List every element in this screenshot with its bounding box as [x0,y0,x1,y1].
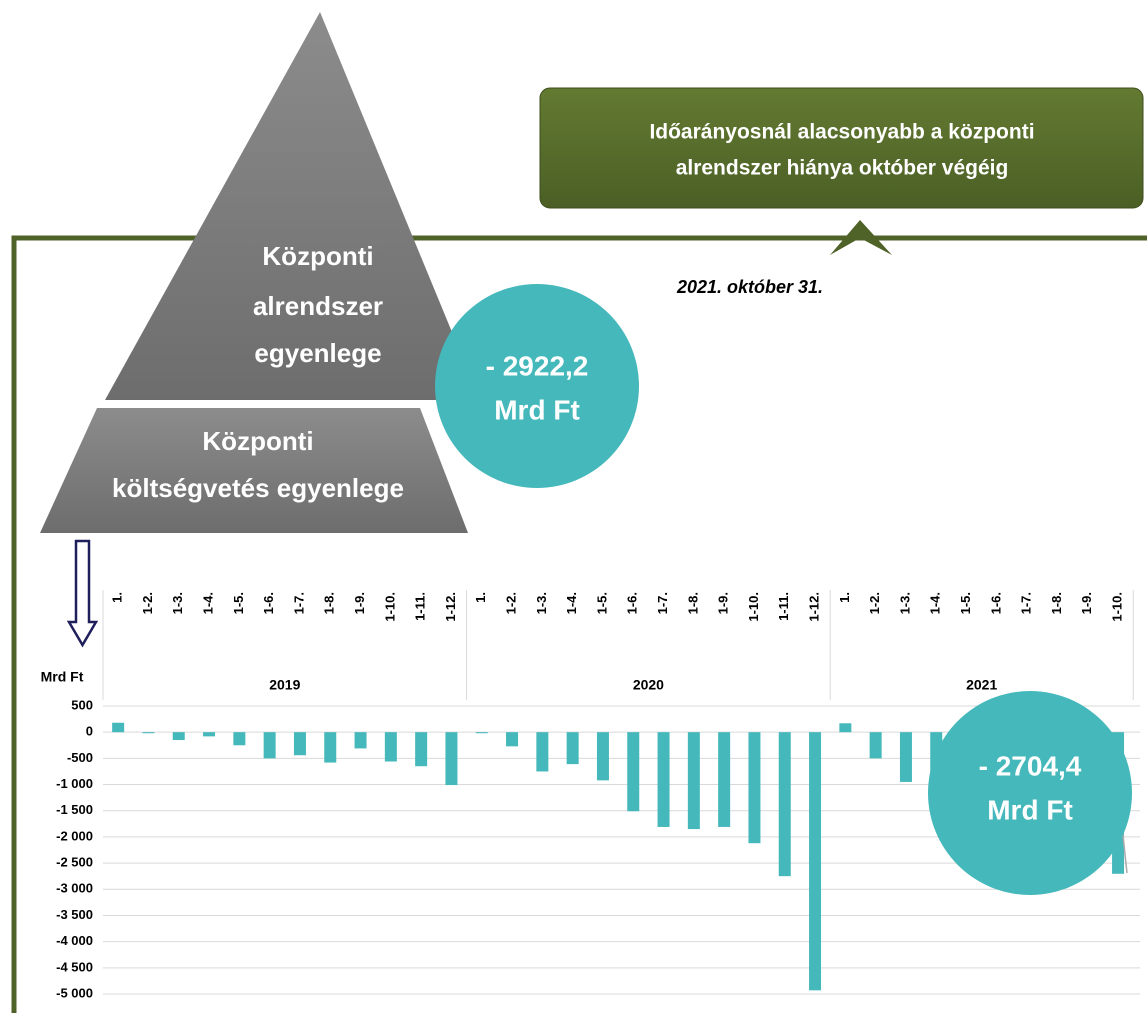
x-tick-label: 1-5. [594,592,609,614]
bar [596,732,609,781]
group-label: 2019 [269,677,300,693]
y-tick-label: -4 000 [56,933,93,948]
pyramid-text: alrendszer [253,291,383,321]
x-tick-label: 1-3. [534,592,549,614]
chevron [830,220,892,255]
headline: alrendszer hiánya október végéig [676,157,1009,180]
overlay: - 2704,4 Mrd Ft [928,691,1132,895]
bar [475,732,488,734]
bar [718,732,731,827]
x-tick-label: 1-3. [897,592,912,614]
x-tick-label: 1-6. [988,592,1003,614]
pyramid-text: Központi [262,241,373,271]
x-tick-label: 1-7. [1019,592,1034,614]
bar [899,732,912,782]
y-tick-label: -1 000 [56,776,93,791]
x-tick-label: 1-7. [291,592,306,614]
callout-text: - 2704,4 [979,750,1082,781]
bar [354,732,367,749]
y-tick-label: -3 500 [56,907,93,922]
bar [384,732,397,762]
bar [324,732,337,763]
x-tick-label: 1-10. [746,592,761,622]
pyramid-bottom [40,408,468,533]
pyramid-top [105,12,480,400]
group-label: 2020 [633,677,664,693]
y-tick-label: 0 [86,724,93,739]
bar [293,732,306,756]
x-tick-label: 1-3. [170,592,185,614]
bar [657,732,670,827]
x-tick-label: 1-4. [928,592,943,614]
x-tick-label: 1-12. [806,592,821,622]
pyramid-text: Központi [202,426,313,456]
x-tick-label: 1-11. [776,592,791,621]
x-tick-label: 1-8. [685,592,700,614]
bar [203,732,216,737]
pyramid-text: költségvetés egyenlege [112,473,404,503]
bar [506,732,519,747]
callout-text: Mrd Ft [987,794,1073,825]
y-tick-label: -3 000 [56,881,93,896]
x-tick-label: 1-11. [413,592,428,621]
y-tick-label: -5 000 [56,985,93,1000]
x-tick-label: 1-9. [1079,592,1094,614]
headline: Időarányosnál alacsonyabb a központi [649,121,1034,144]
y-tick-label: -2 000 [56,828,93,843]
y-tick-label: -4 500 [56,959,93,974]
x-tick-label: 1-8. [322,592,337,614]
bar [748,732,761,844]
x-tick-label: 1-6. [625,592,640,614]
x-tick-label: 1-5. [231,592,246,614]
callout-circle [435,284,639,488]
x-tick-label: 1-2. [140,592,155,614]
bar [869,732,882,759]
x-tick-label: 1. [837,592,852,603]
x-tick-label: 1-10. [382,592,397,622]
x-tick-label: 1-8. [1049,592,1064,614]
bar [172,732,185,741]
bar [627,732,640,812]
bar [142,732,155,734]
x-tick-label: 1-10. [1109,592,1124,622]
y-tick-label: 500 [71,697,93,712]
bar [566,732,579,765]
x-tick-label: 1-4. [564,592,579,614]
pyramid-text: egyenlege [254,338,381,368]
callout-text: - 2922,2 [486,350,589,381]
bar [687,732,700,830]
bar [809,732,822,991]
bar [415,732,428,767]
bar [839,723,852,733]
x-tick-label: 1-6. [261,592,276,614]
x-tick-label: 1-2. [503,592,518,614]
bar [778,732,791,877]
y-tick-label: -500 [67,750,93,765]
bar [445,732,458,786]
y-tick-label: -1 500 [56,802,93,817]
headline-box [539,87,1144,209]
bar [112,722,125,733]
group-label: 2021 [966,677,997,693]
x-tick-label: 1-9. [352,592,367,614]
x-tick-label: 1-9. [716,592,731,614]
x-tick-label: 1-12. [443,592,458,622]
x-tick-label: 1. [110,592,125,603]
down-arrow [66,539,99,648]
y-tick-label: -2 500 [56,855,93,870]
date: 2021. október 31. [676,277,823,297]
x-tick-label: 1. [473,592,488,603]
bar [536,732,549,772]
frame [11,235,1147,1013]
callout-circle [928,691,1132,895]
bar [263,732,276,759]
x-tick-label: 1-5. [958,592,973,614]
x-tick-label: 1-4. [200,592,215,614]
bar [233,732,246,746]
x-tick-label: 1-7. [655,592,670,614]
y-axis-label: Mrd Ft [41,669,84,685]
x-tick-label: 1-2. [867,592,882,614]
callout-text: Mrd Ft [494,394,580,425]
